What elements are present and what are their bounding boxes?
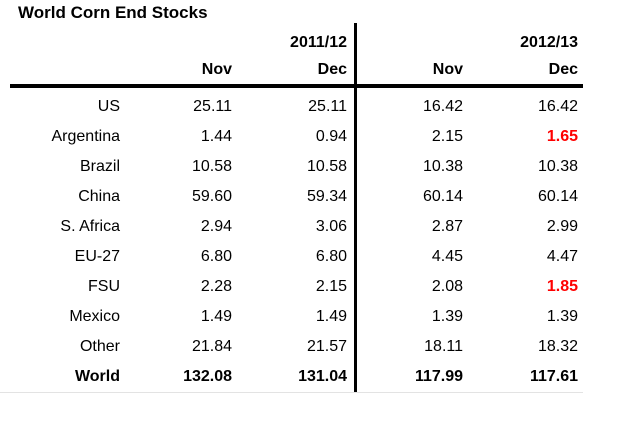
page-title: World Corn End Stocks bbox=[18, 3, 208, 22]
cell-value-highlighted: 1.65 bbox=[546, 128, 578, 145]
col-group-2012-13: 2012/13 bbox=[520, 34, 578, 51]
cell-value: 4.47 bbox=[546, 248, 578, 265]
cell-value: 1.44 bbox=[200, 128, 232, 145]
cell-value: 59.34 bbox=[306, 188, 347, 205]
cell-value: 25.11 bbox=[193, 98, 232, 115]
row-label: World bbox=[74, 368, 120, 385]
row-label: EU-27 bbox=[74, 248, 120, 265]
table-row-fsu: FSU 2.28 2.15 2.08 1.85 bbox=[0, 272, 639, 302]
cell-value: 117.61 bbox=[529, 368, 578, 385]
cell-value: 2.15 bbox=[315, 278, 347, 295]
cell-value: 2.15 bbox=[431, 128, 463, 145]
column-group-header-row: 2011/12 2012/13 bbox=[0, 29, 639, 56]
cell-value: 10.58 bbox=[306, 158, 347, 175]
cell-value: 131.04 bbox=[298, 368, 347, 385]
row-label: Brazil bbox=[79, 158, 120, 175]
cell-value: 1.39 bbox=[546, 308, 578, 325]
table-row-world-total: World 132.08 131.04 117.99 117.61 bbox=[0, 362, 639, 392]
cell-value-highlighted: 1.85 bbox=[546, 278, 578, 295]
row-label: FSU bbox=[88, 278, 120, 295]
table-body: US 25.11 25.11 16.42 16.42 Argentina 1.4… bbox=[0, 92, 639, 392]
cell-value: 2.94 bbox=[200, 218, 232, 235]
cell-value: 132.08 bbox=[183, 368, 232, 385]
table-row-us: US 25.11 25.11 16.42 16.42 bbox=[0, 92, 639, 122]
cell-value: 117.99 bbox=[414, 368, 463, 385]
cell-value: 4.45 bbox=[431, 248, 463, 265]
cell-value: 60.14 bbox=[537, 188, 578, 205]
cell-value: 2.08 bbox=[431, 278, 463, 295]
cell-value: 1.39 bbox=[431, 308, 463, 325]
cell-value: 6.80 bbox=[200, 248, 232, 265]
cell-value: 10.38 bbox=[422, 158, 463, 175]
cell-value: 2.28 bbox=[200, 278, 232, 295]
cell-value: 6.80 bbox=[315, 248, 347, 265]
row-label: Other bbox=[79, 338, 120, 355]
row-label: US bbox=[97, 98, 120, 115]
col-header-nov-2011-12: Nov bbox=[201, 61, 232, 78]
cell-value: 1.49 bbox=[315, 308, 347, 325]
row-label: S. Africa bbox=[60, 218, 120, 235]
header-rule bbox=[10, 84, 583, 88]
table-row-s-africa: S. Africa 2.94 3.06 2.87 2.99 bbox=[0, 212, 639, 242]
table-row-eu-27: EU-27 6.80 6.80 4.45 4.47 bbox=[0, 242, 639, 272]
row-label: Argentina bbox=[51, 128, 121, 145]
table-row-brazil: Brazil 10.58 10.58 10.38 10.38 bbox=[0, 152, 639, 182]
cell-value: 10.58 bbox=[191, 158, 232, 175]
cell-value: 21.57 bbox=[306, 338, 347, 355]
year-group-divider bbox=[354, 23, 357, 392]
row-label: Mexico bbox=[69, 308, 120, 325]
cell-value: 2.99 bbox=[546, 218, 578, 235]
col-group-2011-12: 2011/12 bbox=[290, 34, 347, 51]
cell-value: 2.87 bbox=[431, 218, 463, 235]
cell-value: 1.49 bbox=[200, 308, 232, 325]
cell-value: 18.11 bbox=[424, 338, 463, 355]
table-row-other: Other 21.84 21.57 18.11 18.32 bbox=[0, 332, 639, 362]
cell-value: 25.11 bbox=[308, 98, 347, 115]
table-row-china: China 59.60 59.34 60.14 60.14 bbox=[0, 182, 639, 212]
cell-value: 59.60 bbox=[191, 188, 232, 205]
cell-value: 16.42 bbox=[537, 98, 578, 115]
column-header-row: Nov Dec Nov Dec bbox=[0, 56, 639, 84]
cell-value: 60.14 bbox=[422, 188, 463, 205]
cell-value: 10.38 bbox=[537, 158, 578, 175]
table-row-mexico: Mexico 1.49 1.49 1.39 1.39 bbox=[0, 302, 639, 332]
col-header-dec-2011-12: Dec bbox=[317, 61, 347, 78]
cell-value: 16.42 bbox=[422, 98, 463, 115]
cell-value: 18.32 bbox=[537, 338, 578, 355]
table-row-argentina: Argentina 1.44 0.94 2.15 1.65 bbox=[0, 122, 639, 152]
cell-value: 21.84 bbox=[191, 338, 232, 355]
col-header-nov-2012-13: Nov bbox=[432, 61, 463, 78]
cell-value: 0.94 bbox=[315, 128, 347, 145]
cell-value: 3.06 bbox=[315, 218, 347, 235]
col-header-dec-2012-13: Dec bbox=[548, 61, 578, 78]
row-label: China bbox=[78, 188, 120, 205]
bottom-rule bbox=[0, 392, 583, 393]
